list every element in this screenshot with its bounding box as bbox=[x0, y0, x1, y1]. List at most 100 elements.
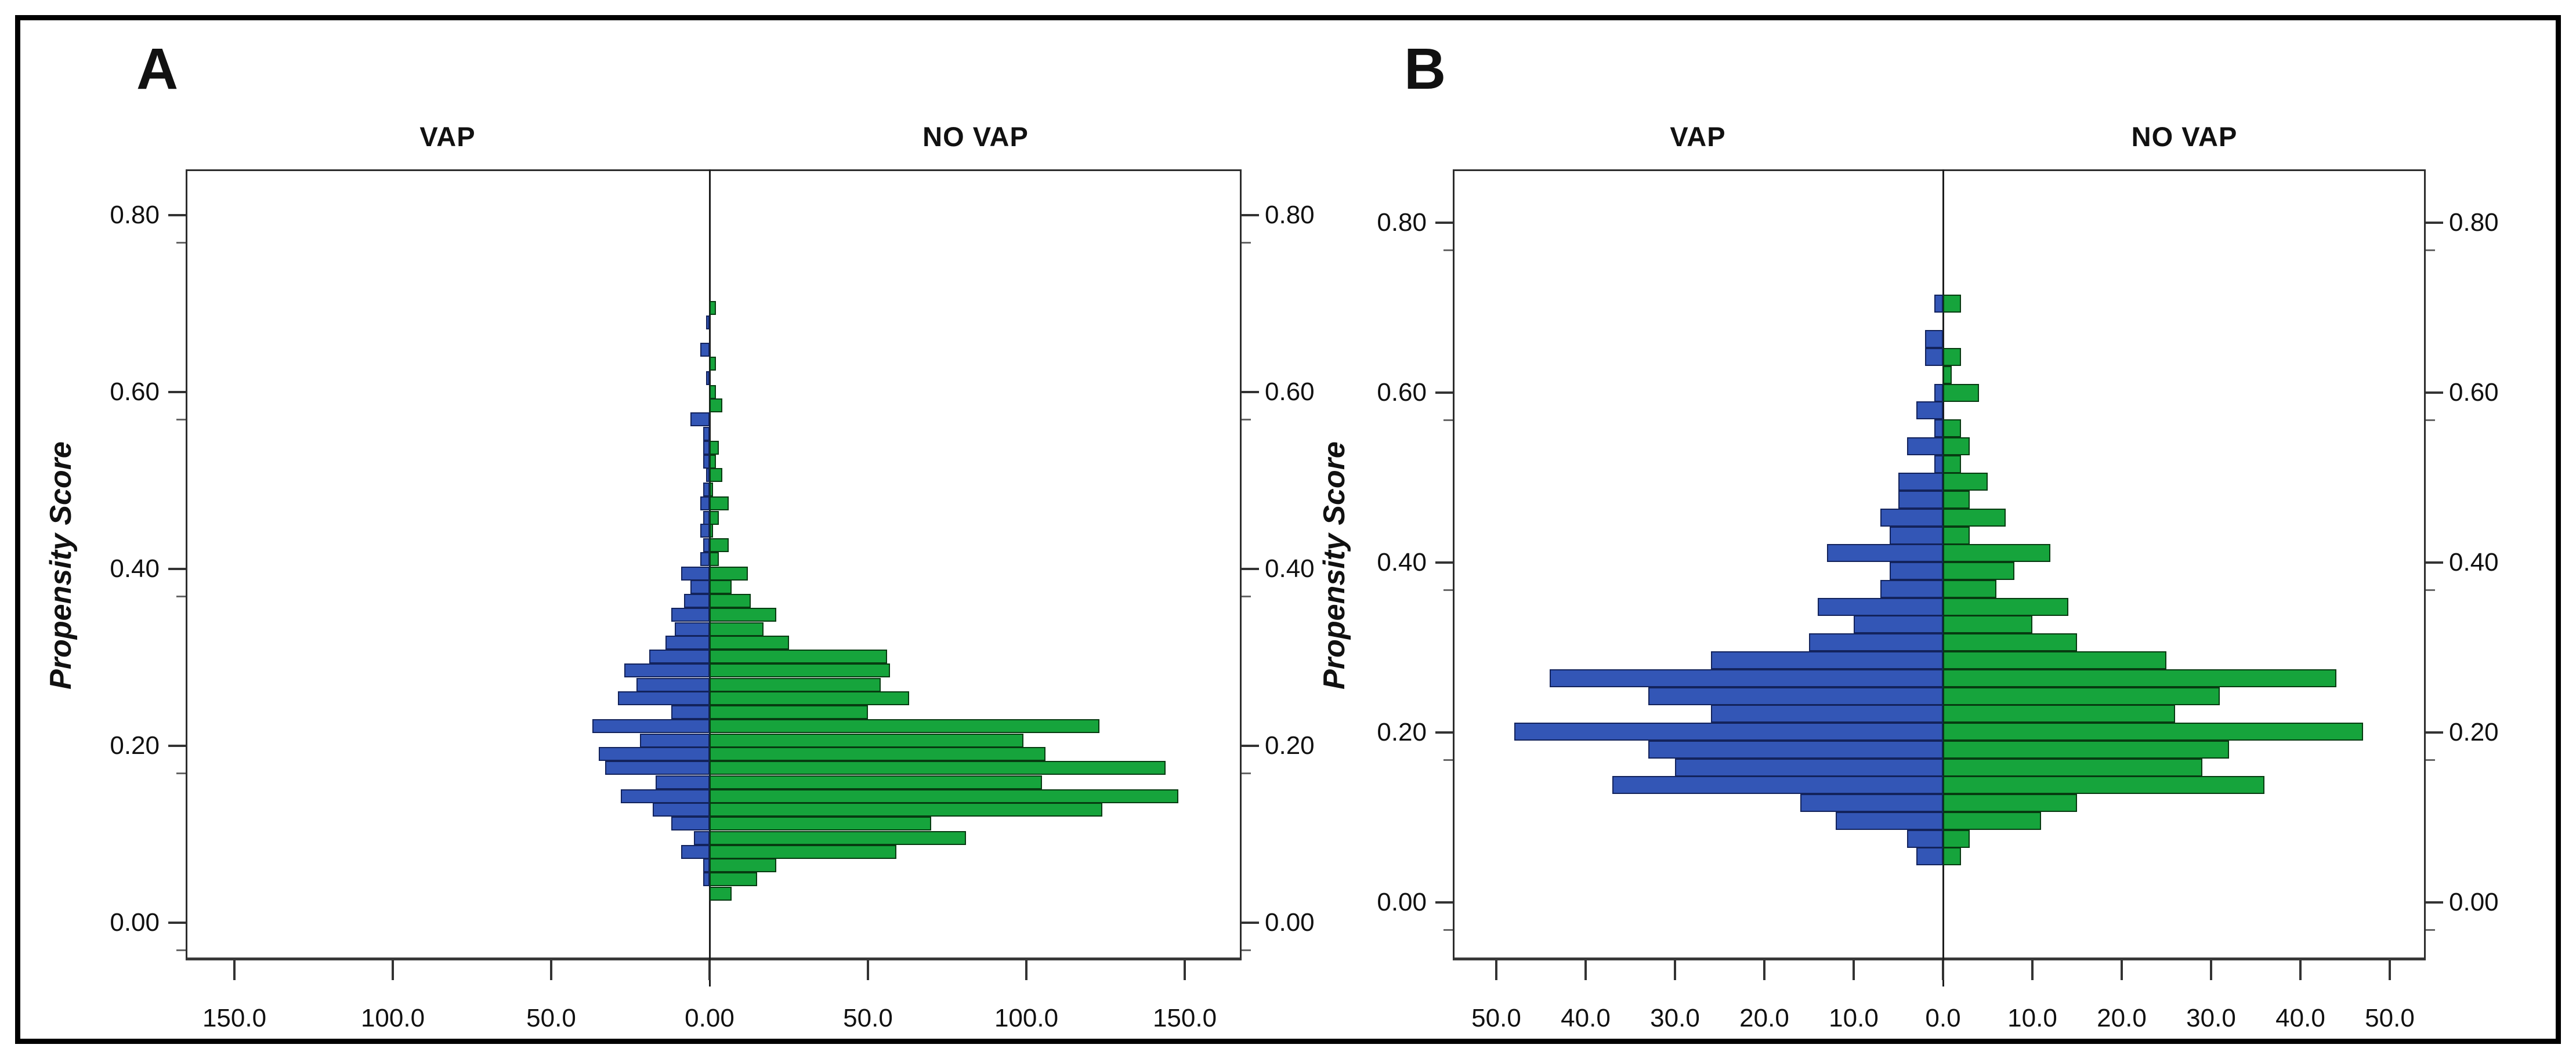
x-major-tick bbox=[2210, 960, 2212, 980]
y-major-tick-left bbox=[1435, 901, 1453, 904]
bar-novap bbox=[1943, 580, 1996, 598]
y-minor-tick-right bbox=[2426, 419, 2435, 421]
panel-a-letter: A bbox=[136, 37, 179, 101]
bar-novap bbox=[1943, 794, 2077, 812]
bar-novap bbox=[1943, 812, 2041, 830]
bar-vap bbox=[671, 608, 710, 622]
x-tick-label: 10.0 bbox=[2007, 1004, 2057, 1032]
bar-vap bbox=[1916, 847, 1943, 865]
bar-vap bbox=[1550, 669, 1943, 687]
y-major-tick-right bbox=[2426, 222, 2443, 224]
bar-novap bbox=[710, 496, 729, 510]
x-tick-label: 150.0 bbox=[1152, 1004, 1217, 1032]
bar-novap bbox=[1943, 723, 2363, 741]
bar-novap bbox=[710, 455, 716, 469]
bar-novap bbox=[1943, 295, 1961, 313]
bar-vap bbox=[694, 831, 710, 845]
bar-vap bbox=[1898, 473, 1943, 491]
x-tick-label: 150.0 bbox=[202, 1004, 267, 1032]
y-major-tick-left bbox=[1435, 391, 1453, 394]
bar-vap bbox=[703, 455, 710, 469]
bar-vap bbox=[1648, 741, 1943, 759]
x-tick-label: 100.0 bbox=[360, 1004, 425, 1032]
x-tick-label: 20.0 bbox=[1739, 1004, 1789, 1032]
bar-vap bbox=[706, 371, 710, 385]
x-tick-label: 10.0 bbox=[1829, 1004, 1879, 1032]
bar-novap bbox=[710, 357, 716, 371]
y-major-tick-right bbox=[2426, 901, 2443, 904]
bar-vap bbox=[1854, 615, 1943, 633]
y-major-tick-left bbox=[1435, 731, 1453, 734]
y-minor-tick-left bbox=[1443, 589, 1453, 591]
bar-vap bbox=[1711, 705, 1943, 723]
y-tick-label-right: 0.80 bbox=[2449, 208, 2499, 237]
y-minor-tick-right bbox=[1242, 596, 1251, 597]
bar-vap bbox=[703, 441, 710, 455]
x-major-tick bbox=[2389, 960, 2391, 980]
bar-vap bbox=[681, 845, 710, 859]
bar-vap bbox=[1675, 759, 1943, 777]
bar-novap bbox=[1943, 509, 2006, 527]
y-tick-label-right: 0.60 bbox=[1265, 378, 1315, 406]
bar-vap bbox=[1514, 723, 1943, 741]
bar-novap bbox=[710, 734, 1023, 748]
x-major-tick bbox=[233, 960, 236, 980]
y-minor-tick-left bbox=[1443, 929, 1453, 931]
y-tick-label-right: 0.40 bbox=[1265, 554, 1315, 583]
bar-vap bbox=[649, 650, 710, 663]
x-tick-label: 40.0 bbox=[1561, 1004, 1611, 1032]
bar-novap bbox=[1943, 633, 2077, 651]
bar-novap bbox=[1943, 651, 2166, 669]
x-major-tick bbox=[1184, 960, 1186, 980]
y-major-tick-left bbox=[168, 214, 186, 216]
x-tick-label: 0.0 bbox=[1925, 1004, 1961, 1032]
bar-novap bbox=[710, 803, 1102, 817]
right-group-header: NO VAP bbox=[2131, 121, 2238, 152]
bar-vap bbox=[703, 538, 710, 552]
y-major-tick-left bbox=[168, 391, 186, 393]
bar-vap bbox=[703, 858, 710, 872]
y-tick-label-left: 0.20 bbox=[1377, 718, 1427, 746]
y-tick-label-left: 0.00 bbox=[110, 908, 160, 937]
left-group-header: VAP bbox=[1670, 121, 1726, 152]
bar-vap bbox=[1934, 419, 1943, 437]
panel-b-letter: B bbox=[1404, 37, 1446, 101]
bar-vap bbox=[1925, 330, 1943, 348]
x-major-tick bbox=[392, 960, 394, 980]
y-tick-label-right: 0.20 bbox=[2449, 718, 2499, 746]
bar-vap bbox=[700, 524, 710, 538]
bar-novap bbox=[1943, 598, 2068, 616]
bar-novap bbox=[710, 385, 716, 399]
bar-vap bbox=[1934, 384, 1943, 402]
bar-novap bbox=[710, 858, 776, 872]
bar-novap bbox=[710, 636, 789, 650]
x-major-tick bbox=[1584, 960, 1587, 980]
bar-novap bbox=[710, 789, 1178, 803]
bar-novap bbox=[1943, 705, 2175, 723]
bar-vap bbox=[1934, 295, 1943, 313]
bar-vap bbox=[1880, 580, 1943, 598]
bar-novap bbox=[1943, 615, 2032, 633]
bar-novap bbox=[710, 831, 966, 845]
x-tick-label: 50.0 bbox=[526, 1004, 576, 1032]
y-tick-label-right: 0.40 bbox=[2449, 548, 2499, 576]
x-major-tick bbox=[1495, 960, 1497, 980]
bar-vap bbox=[1880, 509, 1943, 527]
x-tick-label: 30.0 bbox=[2186, 1004, 2236, 1032]
bar-novap bbox=[1943, 491, 1970, 509]
bar-novap bbox=[710, 608, 776, 622]
bar-vap bbox=[706, 315, 710, 329]
bar-vap bbox=[1890, 527, 1943, 545]
left-group-header: VAP bbox=[419, 121, 476, 152]
bar-novap bbox=[1943, 437, 1970, 455]
bar-vap bbox=[700, 552, 710, 566]
x-major-tick bbox=[1853, 960, 1855, 980]
bar-vap bbox=[1934, 455, 1943, 473]
y-major-tick-left bbox=[168, 745, 186, 747]
x-major-tick bbox=[708, 960, 711, 980]
bar-vap bbox=[690, 580, 710, 594]
bar-vap bbox=[1907, 830, 1943, 848]
y-minor-tick-left bbox=[176, 419, 186, 420]
bar-novap bbox=[710, 483, 713, 496]
